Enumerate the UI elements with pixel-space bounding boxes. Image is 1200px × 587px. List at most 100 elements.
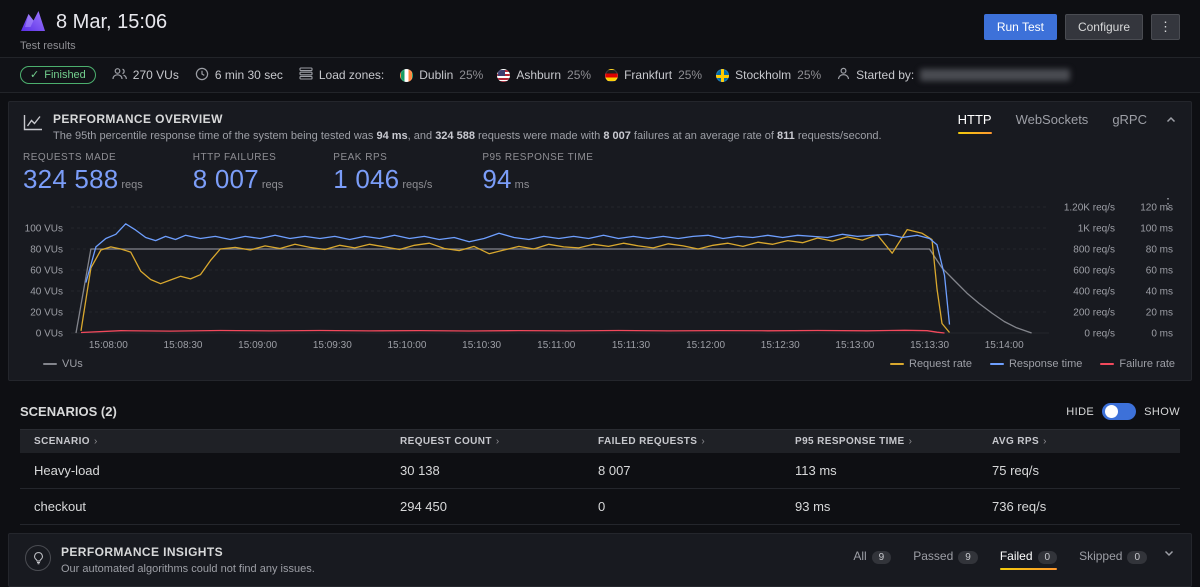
svg-text:80 ms: 80 ms <box>1146 245 1173 256</box>
scenarios-title: SCENARIOS (2) <box>20 404 117 419</box>
legend-vus[interactable]: VUs <box>43 358 83 370</box>
svg-text:100 ms: 100 ms <box>1140 224 1173 235</box>
svg-text:600 req/s: 600 req/s <box>1073 266 1115 277</box>
load-zone-city: Stockholm <box>735 68 792 82</box>
stat-value-row: 1 046 reqs/s <box>333 164 432 195</box>
sort-icon: › <box>93 436 98 447</box>
performance-overview-panel: PERFORMANCE OVERVIEW The 95th percentile… <box>8 101 1192 381</box>
load-zone-city: Frankfurt <box>624 68 673 82</box>
cell: 294 450 <box>400 499 447 514</box>
insights-title: PERFORMANCE INSIGHTS <box>61 545 224 559</box>
legend-response-time[interactable]: Response time <box>989 358 1083 370</box>
column-header-avg-rps[interactable]: AVG RPS › <box>992 436 1166 447</box>
line-chart-icon <box>23 112 43 142</box>
sort-icon: › <box>1043 436 1047 447</box>
header-left: 8 Mar, 15:06 Test results <box>20 9 167 53</box>
load-zone-ashburn: Ashburn 25% <box>497 68 591 82</box>
svg-text:20 VUs: 20 VUs <box>30 308 63 319</box>
filter-label: Passed <box>913 549 954 563</box>
tab-websockets[interactable]: WebSockets <box>1015 112 1089 127</box>
legend-label: Response time <box>1008 358 1083 370</box>
stat-value-row: 94 ms <box>482 164 593 195</box>
cell: checkout <box>34 499 87 514</box>
stat-unit: reqs/s <box>402 179 433 191</box>
se-flag-icon <box>716 68 730 82</box>
svg-text:15:13:30: 15:13:30 <box>910 340 949 351</box>
cell: 736 req/s <box>992 499 1047 514</box>
ie-flag-icon <box>400 68 414 82</box>
table-row[interactable]: checkout 294 450 0 93 ms 736 req/s <box>20 489 1180 525</box>
legend-label: Request rate <box>909 358 972 370</box>
stat-value: 1 046 <box>333 164 400 194</box>
filter-all[interactable]: All 9 <box>853 549 892 564</box>
overview-description: The 95th percentile response time of the… <box>53 130 882 142</box>
svg-text:15:10:00: 15:10:00 <box>387 340 426 351</box>
started-by: Started by: <box>837 67 1071 83</box>
svg-text:60 VUs: 60 VUs <box>30 266 63 277</box>
series-vus <box>75 248 1032 334</box>
collapse-panel-chevron-up-icon[interactable] <box>1155 112 1177 129</box>
status-badge: ✓ Finished <box>20 66 96 84</box>
stat-value-row: 8 007 reqs <box>193 164 283 195</box>
column-header-p95-response-time[interactable]: P95 RESPONSE TIME › <box>795 436 992 447</box>
tab-http[interactable]: HTTP <box>958 112 992 134</box>
scenarios-table: SCENARIO › REQUEST COUNT › FAILED REQUESTS › P… <box>20 429 1180 525</box>
column-header-label: AVG RPS <box>992 436 1040 447</box>
stat-label: PEAK RPS <box>333 152 388 163</box>
person-icon <box>837 67 850 83</box>
legend-failure-rate[interactable]: Failure rate <box>1100 358 1175 370</box>
column-header-failed-requests[interactable]: FAILED REQUESTS › <box>598 436 795 447</box>
svg-text:0 req/s: 0 req/s <box>1084 329 1115 340</box>
svg-text:100 VUs: 100 VUs <box>25 224 63 235</box>
filter-label: Skipped <box>1079 549 1123 563</box>
run-test-button[interactable]: Run Test <box>983 14 1057 40</box>
filter-passed[interactable]: Passed 9 <box>913 549 978 564</box>
configure-button[interactable]: Configure <box>1064 14 1143 40</box>
duration-value: 6 min 30 sec <box>214 68 283 82</box>
filter-count: 9 <box>871 551 892 564</box>
scenarios-table-body: Heavy-load 30 138 8 007 113 ms 75 req/s check… <box>20 453 1180 525</box>
header-actions: Run Test Configure ⋮ <box>983 9 1180 52</box>
filter-label: All <box>853 549 867 563</box>
cell: 75 req/s <box>992 463 1039 478</box>
filter-count: 0 <box>1127 551 1147 564</box>
column-header-scenario[interactable]: SCENARIO › <box>34 436 400 447</box>
filter-failed[interactable]: Failed 0 <box>1000 549 1058 570</box>
protocol-tabs: HTTP WebSockets gRPC <box>958 112 1155 134</box>
chart-legend-right: Request rate Response time Failure rate <box>872 356 1175 370</box>
svg-text:15:11:30: 15:11:30 <box>612 340 651 351</box>
us-flag-icon <box>497 68 511 82</box>
load-zone-list: Dublin 25% Ashburn 25% Frankfurt 25% Stockholm… <box>400 68 821 82</box>
load-zone-percent: 25% <box>459 68 484 82</box>
filter-count: 0 <box>1037 551 1058 564</box>
load-zone-city: Ashburn <box>516 68 562 82</box>
chart-kebab-icon[interactable]: ⋮ <box>1161 195 1175 211</box>
svg-text:40 VUs: 40 VUs <box>30 287 63 298</box>
svg-text:15:10:30: 15:10:30 <box>462 340 501 351</box>
filter-skipped[interactable]: Skipped 0 <box>1079 549 1147 564</box>
show-label: SHOW <box>1144 405 1180 418</box>
column-header-request-count[interactable]: REQUEST COUNT › <box>400 436 598 447</box>
overview-stat: REQUESTS MADE 324 588 reqs <box>23 152 143 195</box>
stat-value: 94 <box>482 164 512 194</box>
svg-text:60 ms: 60 ms <box>1146 266 1173 277</box>
header-kebab-icon[interactable]: ⋮ <box>1151 14 1180 40</box>
stat-unit: ms <box>514 179 530 191</box>
table-row[interactable]: Heavy-load 30 138 8 007 113 ms 75 req/s <box>20 453 1180 489</box>
hide-show-toggle[interactable] <box>1102 403 1137 420</box>
tab-grpc[interactable]: gRPC <box>1112 112 1147 127</box>
overview-heading: PERFORMANCE OVERVIEW The 95th percentile… <box>23 112 882 142</box>
test-status-bar: ✓ Finished 270 VUs 6 min 30 sec <box>0 57 1200 93</box>
stat-label: HTTP FAILURES <box>192 152 277 163</box>
svg-text:15:12:00: 15:12:00 <box>686 340 725 351</box>
sort-icon: › <box>701 436 706 447</box>
stat-value-row: 324 588 reqs <box>23 164 143 195</box>
sort-icon: › <box>495 436 500 447</box>
svg-text:40 ms: 40 ms <box>1146 287 1173 298</box>
stat-value: 324 588 <box>23 164 119 194</box>
overview-stats: REQUESTS MADE 324 588 reqs HTTP FAILURES 8 0… <box>9 142 1191 195</box>
insights-chevron-down-icon[interactable] <box>1163 545 1175 562</box>
cell: 0 <box>598 499 606 514</box>
load-zone-frankfurt: Frankfurt 25% <box>605 68 702 82</box>
legend-request-rate[interactable]: Request rate <box>890 358 972 370</box>
